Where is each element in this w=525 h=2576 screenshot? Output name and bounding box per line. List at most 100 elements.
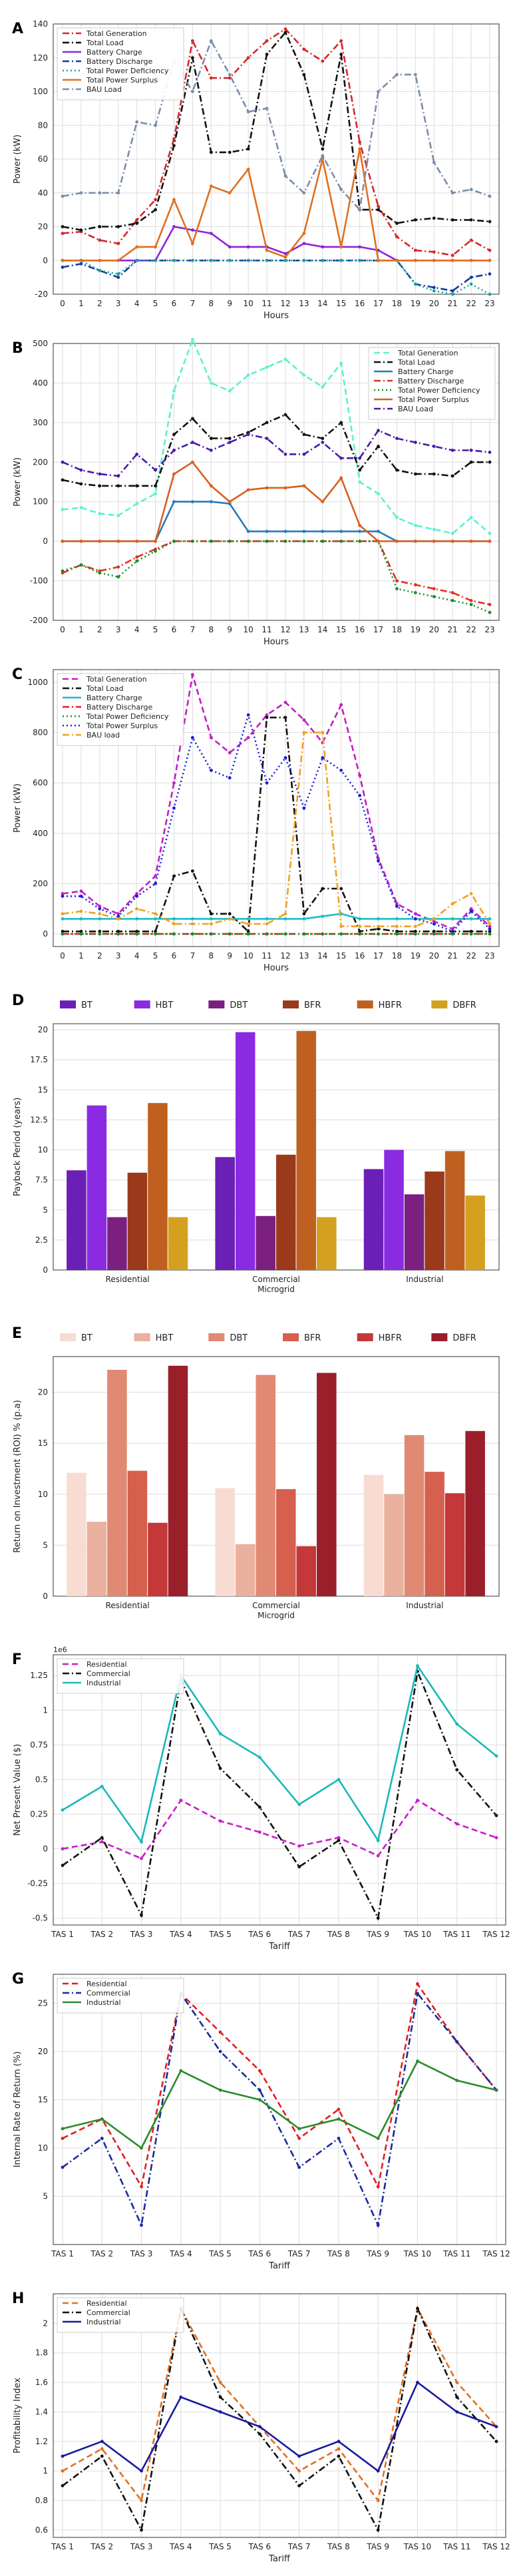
x-tick-label: 0 [60,299,65,308]
data-point-BAU Load [339,456,343,460]
data-point-Industrial [179,2069,183,2073]
data-point-Total Load [190,417,194,421]
data-point-Industrial [337,1777,341,1781]
data-point-Residential [218,1819,222,1823]
bar-HBFR-1 [296,1030,317,1270]
data-point-Battery Charge [321,915,325,919]
x-tick-label: 2 [97,625,102,634]
data-point-Total Power Surplus [395,539,399,543]
bar-BFR-0 [127,1470,148,1596]
data-point-Industrial [455,1722,459,1726]
data-point-Total Load [246,147,250,151]
data-point-Industrial [218,2410,222,2414]
data-point-Battery Charge [98,917,102,921]
legend-swatch [60,1000,76,1008]
data-point-Total Power Surplus [302,484,306,488]
y-tick-label: 10 [38,1146,48,1155]
data-point-BAU Load [283,453,287,456]
legend-label: Commercial [87,1669,130,1678]
data-point-Total Power Deficiency [79,932,83,936]
data-point-Total Load [321,147,325,151]
data-point-Total Power Deficiency [228,258,232,262]
legend-label: Battery Discharge [87,57,153,66]
data-point-Total Generation [377,204,380,208]
data-point-Battery Discharge [413,583,417,586]
data-point-Total Power Deficiency [154,549,157,553]
data-point-Residential [337,1836,341,1840]
legend-label: DBFR [452,1000,476,1010]
data-point-Commercial [61,2165,65,2169]
data-point-Residential [337,2107,341,2111]
x-tick-label: 16 [355,299,365,308]
data-point-Battery Charge [339,529,343,533]
x-tick-label: TAS 9 [366,1930,389,1939]
legend-label: Battery Discharge [87,703,153,712]
x-tick-label: 0 [60,625,65,634]
data-point-BAU Load [488,451,492,454]
data-point-Battery Charge [265,917,269,921]
data-point-Total Power Surplus [432,539,436,543]
data-point-Total Generation [339,703,343,707]
data-point-Industrial [494,2088,498,2092]
data-point-Total Power Deficiency [358,539,362,543]
data-point-Industrial [337,2440,341,2444]
data-point-Total Power Deficiency [469,282,473,286]
x-tick-label: 5 [153,625,158,634]
series-line-Residential [62,1982,498,2189]
data-point-Commercial [100,2137,104,2140]
x-tick-label: 10 [243,951,253,961]
x-tick-label: 18 [392,625,402,634]
data-point-BAU Load [432,445,436,448]
data-point-Residential [140,1856,143,1860]
data-point-Industrial [297,2127,301,2131]
data-point-Total Generation [395,902,399,906]
series-line-Battery Discharge [62,259,490,292]
x-tick-label: 3 [116,625,121,634]
x-axis-title: Tariff [268,2554,291,2564]
data-point-Commercial [218,1767,222,1771]
data-point-Battery Charge [172,225,176,228]
legend-label: Total Power Surplus [86,76,158,85]
legend-label: BFR [304,1333,321,1343]
bar-HBT-0 [87,1105,107,1270]
y-tick-label: 800 [33,728,48,738]
x-tick-label: 8 [208,625,214,634]
data-point-BAU load [246,922,250,926]
data-point-Total Power Deficiency [209,932,213,936]
data-point-Battery Charge [246,529,250,533]
data-point-Industrial [258,2098,262,2101]
data-point-BAU load [228,917,232,921]
legend-swatch [134,1333,150,1341]
data-point-Total Load [469,218,473,222]
bar-HBT-0 [87,1522,107,1596]
x-tick-label: TAS 6 [248,2249,271,2258]
data-point-Industrial [494,1754,498,1758]
legend-label: Total Load [86,684,124,693]
data-point-Total Power Surplus [321,500,325,504]
data-point-Total Generation [98,905,102,908]
data-point-Residential [297,1844,301,1848]
y-tick-label: 25 [38,1999,48,2008]
data-point-BAU Load [154,468,157,472]
data-point-Industrial [100,2117,104,2121]
data-point-Total Power Surplus [61,258,65,262]
series-line-Commercial [62,1668,497,1921]
x-tick-label: 11 [262,951,271,961]
data-point-Battery Discharge [395,579,399,582]
data-point-Total Power Deficiency [98,571,102,575]
data-point-Residential [494,1836,498,1840]
legend-label: Total Power Deficiency [86,712,169,721]
bar-BFR-2 [425,1172,444,1270]
data-point-Total Power Deficiency [339,539,343,543]
data-point-Total Power Surplus [98,907,102,911]
data-point-Total Generation [154,874,157,878]
data-point-Total Power Surplus [450,258,454,262]
y-tick-label: 0.25 [30,1809,48,1819]
data-point-Total Power Deficiency [283,539,287,543]
x-tick-label: 8 [208,299,214,308]
data-point-Industrial [218,1732,222,1736]
data-point-Total Power Deficiency [469,932,473,936]
data-point-Total Power Surplus [469,909,473,913]
bar-DBFR-0 [168,1217,188,1270]
